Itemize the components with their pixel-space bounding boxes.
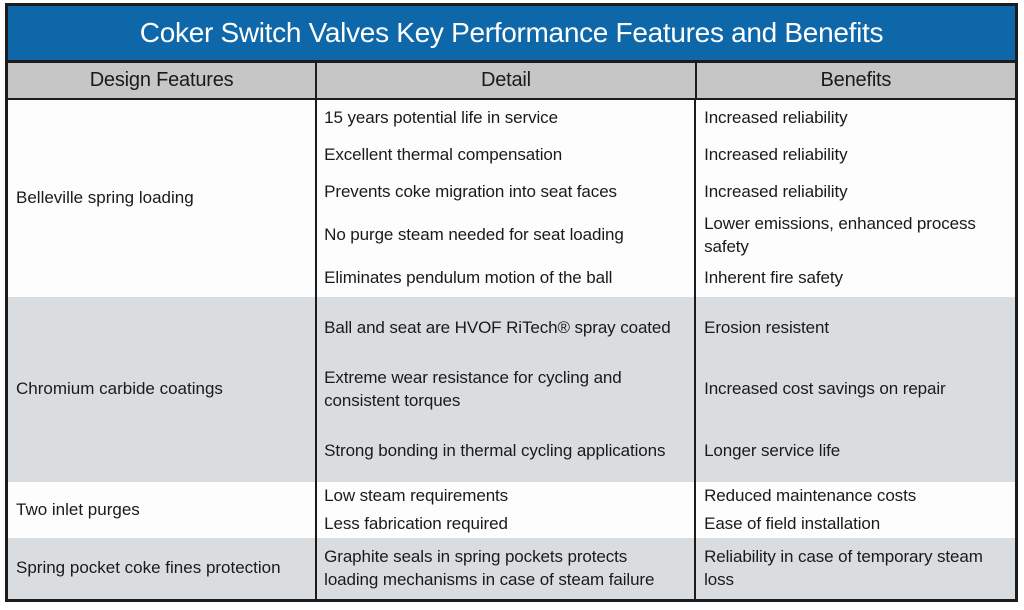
feature-group-chromium-carbide: Chromium carbide coatings Ball and seat … [8,297,1015,483]
benefit-cell: Reliability in case of temporary steam l… [704,547,983,589]
table-row: Prevents coke migration into seat faces … [317,174,1015,212]
table-row: Graphite seals in spring pockets protect… [317,538,1015,599]
detail-cell: Graphite seals in spring pockets protect… [317,538,697,599]
feature-group-two-inlet-purges: Two inlet purges Low steam requirements … [8,482,1015,538]
benefit-cell: Increased reliability [704,108,848,128]
title-bar: Coker Switch Valves Key Performance Feat… [8,6,1015,63]
detail-cell: Eliminates pendulum motion of the ball [317,259,697,297]
column-header-design-features: Design Features [8,63,318,98]
benefit-cell: Ease of field installation [704,513,881,533]
benefit-cell: Increased cost savings on repair [704,379,946,399]
feature-cell: Belleville spring loading [8,100,318,297]
column-header-detail: Detail [317,63,697,98]
detail-cell: 15 years potential life in service [317,100,697,138]
table-row: Excellent thermal compensation Increased… [317,137,1015,175]
feature-cell: Spring pocket coke fines protection [8,538,318,599]
feature-cell: Chromium carbide coatings [8,297,318,482]
table-row: 15 years potential life in service Incre… [317,100,1015,138]
table-row: Eliminates pendulum motion of the ball I… [317,259,1015,297]
feature-group-belleville: Belleville spring loading 15 years poten… [8,100,1015,297]
benefit-cell: Longer service life [704,440,841,460]
detail-cell: Excellent thermal compensation [317,137,697,175]
benefit-cell: Increased reliability [704,145,848,165]
detail-cell: Low steam requirements [317,482,697,510]
table-row: No purge steam needed for seat loading L… [317,211,1015,260]
detail-cell: Strong bonding in thermal cycling applic… [317,420,697,483]
detail-cell: Less fabrication required [317,510,697,538]
table-row: Less fabrication required Ease of field … [317,510,1015,538]
table-row: Low steam requirements Reduced maintenan… [317,482,1015,510]
detail-cell: No purge steam needed for seat loading [317,211,697,260]
benefit-cell: Reduced maintenance costs [704,485,917,505]
table-row: Strong bonding in thermal cycling applic… [317,420,1015,483]
detail-cell: Prevents coke migration into seat faces [317,174,697,212]
column-header-benefits: Benefits [820,69,892,91]
benefit-cell: Increased reliability [704,182,848,202]
feature-group-spring-pocket: Spring pocket coke fines protection Grap… [8,538,1015,599]
table-row: Extreme wear resistance for cycling and … [317,358,1015,421]
benefit-cell: Inherent fire safety [704,268,843,288]
table-body: Belleville spring loading 15 years poten… [8,100,1015,599]
detail-cell: Extreme wear resistance for cycling and … [317,358,697,421]
benefit-cell: Erosion resistent [704,317,829,337]
page-title: Coker Switch Valves Key Performance Feat… [139,17,884,48]
benefit-cell: Lower emissions, enhanced process safety [704,214,976,256]
features-benefits-table: Coker Switch Valves Key Performance Feat… [5,3,1018,602]
table-row: Ball and seat are HVOF RiTech® spray coa… [317,297,1015,359]
feature-cell: Two inlet purges [8,482,318,538]
header-row: Design Features Detail Benefits [8,63,1015,100]
detail-cell: Ball and seat are HVOF RiTech® spray coa… [317,297,697,359]
